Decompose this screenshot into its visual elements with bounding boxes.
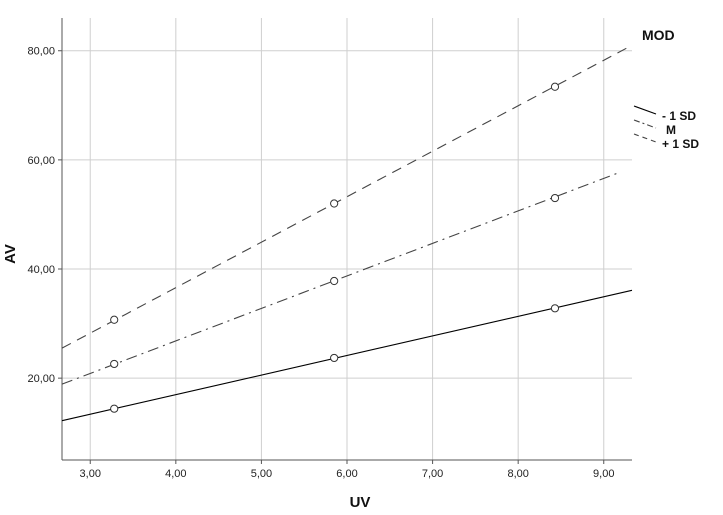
legend-swatch [633, 133, 657, 143]
grid-layer [62, 18, 632, 460]
legend-label: - 1 SD [662, 109, 696, 123]
y-tick-label: 60,00 [27, 155, 55, 167]
legend-swatch [633, 119, 657, 129]
data-point-marker [330, 199, 339, 208]
legend-label: + 1 SD [662, 137, 699, 151]
x-tick-label: 7,00 [422, 468, 443, 480]
x-tick-label: 4,00 [165, 468, 186, 480]
legend-label: M [666, 123, 676, 137]
y-tick-label: 80,00 [27, 46, 55, 58]
data-point-marker [550, 304, 560, 313]
data-point-marker [110, 315, 119, 324]
series-line-1-sd [61, 289, 633, 422]
x-tick-label: 8,00 [507, 468, 528, 480]
data-point-marker [110, 359, 119, 369]
legend: MOD - 1 SDM+ 1 SD [633, 27, 699, 151]
data-point-marker [110, 404, 119, 413]
data-point-marker [550, 193, 560, 203]
data-point-marker [330, 276, 339, 286]
x-tick-label: 5,00 [251, 468, 272, 480]
x-axis-title: UV [350, 494, 371, 511]
series-layer [61, 44, 633, 422]
series-m [61, 173, 617, 385]
data-point-marker [550, 82, 560, 91]
series-1-sd [61, 289, 633, 422]
series-1-sd [61, 44, 633, 349]
legend-swatch [633, 105, 657, 115]
axis-layer: 3,00 4,00 5,00 6,00 7,00 8,00 9,00 20,00 40,00 60… [27, 18, 632, 480]
legend-title: MOD [642, 27, 675, 43]
x-tick-label: 6,00 [336, 468, 357, 480]
series-line-1-sd [61, 44, 633, 349]
x-tick-label: 9,00 [593, 468, 614, 480]
y-tick-label: 20,00 [27, 373, 55, 385]
label-layer: UV AV [2, 244, 370, 511]
data-point-marker [330, 353, 339, 363]
series-line-m [61, 173, 617, 385]
x-tick-label: 3,00 [80, 468, 101, 480]
y-tick-label: 40,00 [27, 264, 55, 276]
y-axis-title: AV [2, 244, 19, 264]
